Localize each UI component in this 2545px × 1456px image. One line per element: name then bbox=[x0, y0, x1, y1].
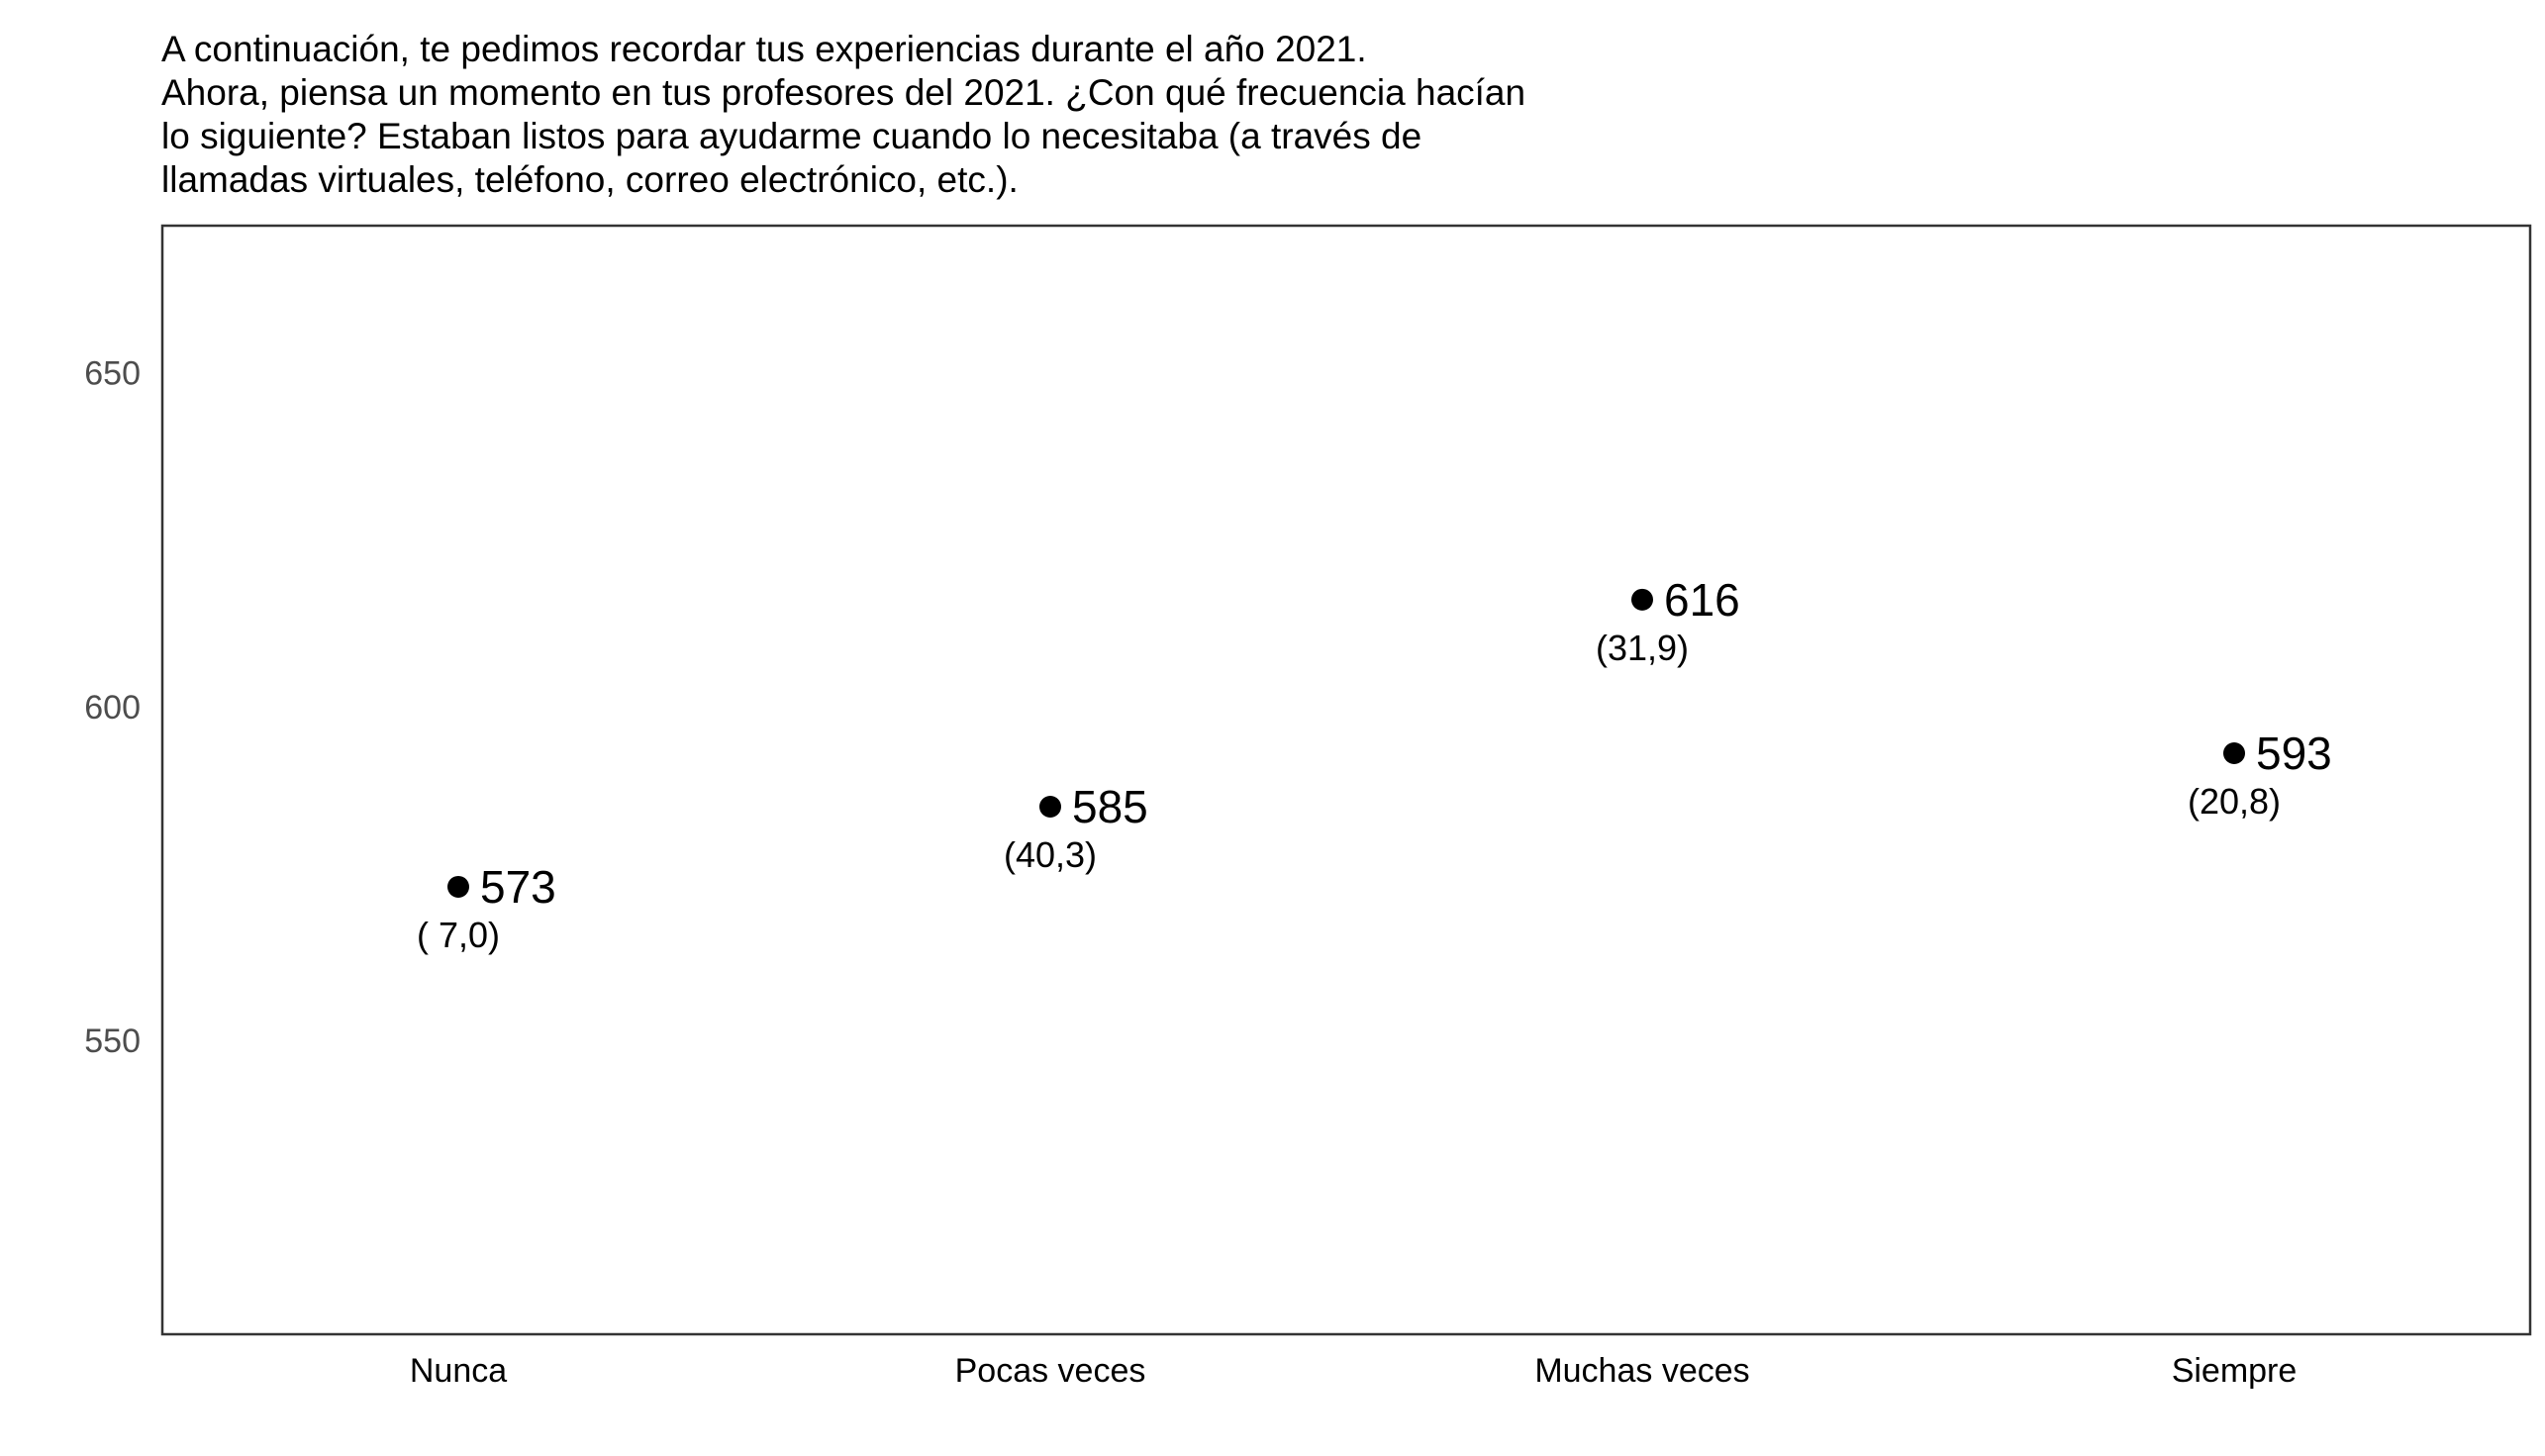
x-tick-label: Siempre bbox=[2172, 1352, 2298, 1390]
data-value-label: 585 bbox=[1072, 781, 1148, 832]
y-tick-label: 650 bbox=[84, 354, 141, 392]
chart-title: A continuación, te pedimos recordar tus … bbox=[161, 28, 1844, 202]
data-value-label: 616 bbox=[1664, 574, 1740, 626]
title-line-4: llamadas virtuales, teléfono, correo ele… bbox=[161, 159, 1019, 200]
title-line-3: lo siguiente? Estaban listos para ayudar… bbox=[161, 116, 1422, 156]
y-tick-label: 550 bbox=[84, 1022, 141, 1060]
data-percent-label: (31,9) bbox=[1596, 628, 1689, 668]
data-point bbox=[1039, 795, 1061, 818]
x-tick-label: Nunca bbox=[410, 1352, 507, 1390]
data-point bbox=[2223, 742, 2245, 765]
data-percent-label: (20,8) bbox=[2188, 781, 2281, 822]
y-axis-ticks: 550 600 650 bbox=[84, 354, 141, 1060]
plot-panel bbox=[160, 224, 2532, 1336]
data-points: 573( 7,0) 585(40,3) 616(31,9) 593(20,8) bbox=[417, 574, 2332, 955]
x-axis-categories: Nunca Pocas veces Muchas veces Siempre bbox=[410, 1352, 2297, 1390]
data-point bbox=[447, 875, 469, 898]
y-tick-label: 600 bbox=[84, 689, 141, 727]
data-value-label: 573 bbox=[480, 861, 556, 913]
data-percent-label: (40,3) bbox=[1004, 834, 1097, 875]
data-point bbox=[1631, 588, 1653, 611]
x-tick-label: Pocas veces bbox=[955, 1352, 1146, 1390]
x-tick-label: Muchas veces bbox=[1534, 1352, 1749, 1390]
title-line-2: Ahora, piensa un momento en tus profesor… bbox=[161, 72, 1526, 113]
data-value-label: 593 bbox=[2256, 728, 2332, 779]
title-line-1: A continuación, te pedimos recordar tus … bbox=[161, 29, 1367, 69]
data-percent-label: ( 7,0) bbox=[417, 915, 500, 955]
